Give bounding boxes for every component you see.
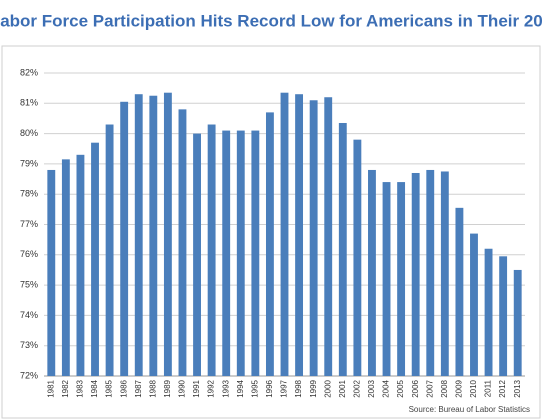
bar [455, 207, 464, 376]
bar [207, 124, 216, 376]
bar [280, 92, 289, 376]
x-tick-label: 1983 [76, 379, 85, 397]
x-tick-label: 1999 [309, 379, 318, 397]
source-note: Source: Bureau of Labor Statistics [409, 405, 530, 414]
x-tick-label: 2013 [513, 379, 522, 397]
x-tick-label: 1989 [163, 379, 172, 397]
x-tick-label: 1993 [221, 379, 230, 397]
x-tick-label: 1981 [46, 379, 55, 397]
y-tick-label: 74% [20, 310, 38, 320]
x-tick-label: 1985 [105, 379, 114, 397]
bar [309, 100, 318, 377]
bar [120, 101, 129, 376]
bar [134, 94, 143, 377]
x-tick-label: 1991 [192, 379, 201, 397]
x-tick-label: 1994 [236, 379, 245, 397]
bar [163, 92, 172, 376]
bar [178, 109, 187, 377]
x-tick-label: 2012 [498, 379, 507, 397]
y-tick-label: 77% [20, 219, 38, 229]
x-tick-label: 1982 [61, 379, 70, 397]
chart-frame [1, 45, 541, 419]
bar [149, 95, 158, 376]
x-tick-label: 1995 [250, 379, 259, 397]
bar [76, 154, 85, 376]
bar [440, 171, 449, 376]
bar [338, 122, 347, 377]
x-tick-label: 2008 [440, 379, 449, 397]
bar [193, 133, 201, 376]
bar [236, 130, 245, 376]
bar [324, 97, 333, 377]
bar [91, 142, 99, 376]
x-tick-label: 2006 [411, 379, 420, 397]
x-tick-label: 2009 [455, 379, 464, 397]
y-tick-label: 72% [20, 370, 38, 380]
y-tick-label: 82% [20, 67, 38, 77]
x-tick-label: 2011 [484, 379, 493, 397]
bar [411, 172, 420, 376]
x-tick-label: 1996 [265, 379, 274, 397]
bar [426, 169, 435, 376]
x-tick-label: 2010 [469, 379, 478, 397]
bar [105, 124, 114, 376]
x-tick-label: 1988 [148, 379, 157, 397]
bar [397, 182, 406, 376]
y-tick-label: 73% [20, 340, 38, 350]
bar [353, 139, 362, 376]
x-tick-label: 2002 [352, 379, 361, 397]
bar [484, 248, 493, 376]
x-tick-label: 1998 [294, 379, 303, 397]
bar [382, 182, 391, 376]
bar [251, 130, 260, 376]
bar [499, 256, 508, 376]
y-tick-label: 80% [20, 128, 38, 138]
chart-title: Labor Force Participation Hits Record Lo… [0, 11, 542, 30]
x-tick-label: 2003 [367, 379, 376, 397]
x-tick-label: 1986 [119, 379, 128, 397]
x-tick-label: 1987 [134, 379, 143, 397]
bar [295, 94, 304, 377]
x-tick-label: 1984 [90, 379, 99, 397]
x-tick-label: 2004 [382, 379, 391, 397]
bar [61, 159, 70, 376]
bar [368, 169, 376, 376]
x-tick-label: 2005 [396, 379, 405, 397]
x-tick-label: 1990 [178, 379, 187, 397]
y-tick-label: 81% [20, 98, 38, 108]
y-tick-label: 76% [20, 249, 38, 259]
bar [513, 269, 522, 376]
x-tick-label: 2000 [323, 379, 332, 397]
bar [265, 112, 274, 376]
bar [470, 233, 478, 376]
x-tick-label: 2001 [338, 379, 347, 397]
y-tick-label: 79% [20, 158, 38, 168]
y-tick-label: 78% [20, 189, 38, 199]
x-tick-label: 2007 [425, 379, 434, 397]
bar [47, 169, 56, 376]
bar [222, 130, 231, 376]
x-tick-label: 1992 [207, 379, 216, 397]
y-tick-label: 75% [20, 279, 38, 289]
x-tick-label: 1997 [280, 379, 289, 397]
